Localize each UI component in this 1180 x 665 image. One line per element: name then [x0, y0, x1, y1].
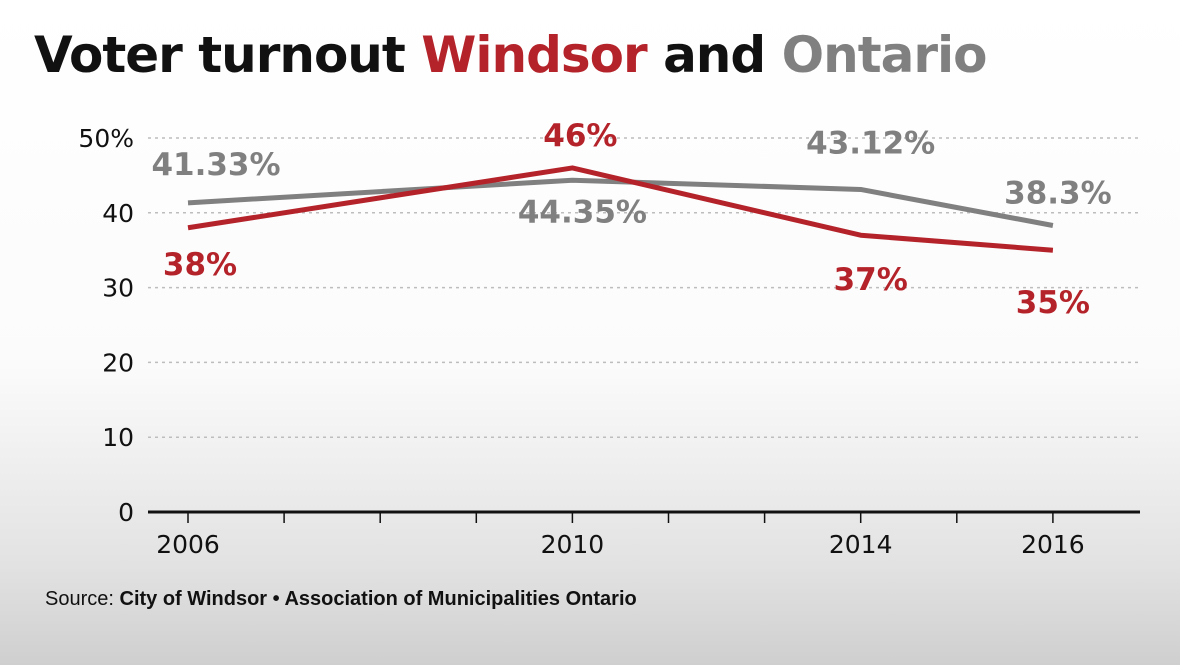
data-label-windsor: 37%	[834, 262, 908, 298]
source-text: City of Windsor • Association of Municip…	[119, 588, 637, 610]
title-part1: Voter turnout	[34, 26, 422, 84]
series-line-ontario	[187, 177, 1054, 228]
y-tick-label: 50%	[78, 124, 134, 153]
y-tick-label: 40	[102, 199, 134, 228]
data-label-windsor: 38%	[163, 247, 237, 283]
x-tick-label: 2014	[829, 530, 893, 559]
data-label-ontario: 44.35%	[518, 194, 647, 230]
chart-title: Voter turnout Windsor and Ontario	[34, 26, 987, 84]
series-line-windsor	[187, 165, 1054, 253]
data-label-windsor: 46%	[543, 118, 617, 154]
title-ontario: Ontario	[781, 26, 988, 84]
x-tick-label: 2006	[156, 530, 220, 559]
data-label-ontario: 41.33%	[151, 147, 280, 183]
title-part2: and	[646, 26, 782, 84]
y-tick-label: 20	[102, 348, 134, 377]
source-label: Source:	[45, 588, 114, 610]
y-tick-label: 10	[102, 423, 134, 452]
data-label-windsor: 35%	[1016, 285, 1090, 321]
source-note: Source: City of Windsor • Association of…	[45, 588, 637, 611]
data-label-ontario: 38.3%	[1004, 176, 1112, 212]
data-label-ontario: 43.12%	[806, 125, 935, 161]
y-tick-label: 30	[102, 274, 134, 303]
x-tick-label: 2016	[1021, 530, 1085, 559]
x-tick-label: 2010	[541, 530, 605, 559]
y-tick-label: 0	[118, 498, 134, 527]
title-windsor: Windsor	[421, 26, 647, 84]
